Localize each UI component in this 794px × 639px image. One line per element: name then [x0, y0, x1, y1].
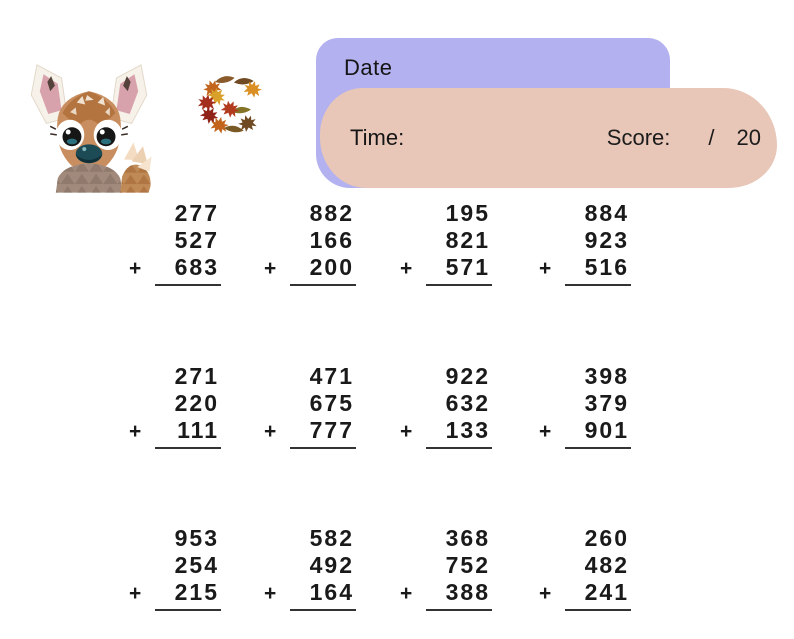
plus-operator: +: [264, 582, 279, 605]
answer-blank[interactable]: [565, 607, 631, 611]
answer-blank[interactable]: [290, 607, 356, 611]
plus-operator: +: [539, 420, 554, 443]
plus-operator: +: [539, 257, 554, 280]
addend: 166: [309, 227, 354, 253]
answer-blank[interactable]: [565, 445, 631, 449]
addition-problem-4: 884 923 +516: [523, 200, 631, 286]
autumn-leaf-letter-g: [196, 67, 269, 145]
addend: 111: [177, 417, 219, 443]
answer-blank[interactable]: [426, 445, 492, 449]
addition-problem-6: 471 675 +777: [248, 363, 356, 449]
answer-blank[interactable]: [155, 607, 221, 611]
addend: 632: [445, 390, 490, 416]
addition-problem-7: 922 632 +133: [384, 363, 492, 449]
plus-operator: +: [129, 582, 144, 605]
addend: 164: [309, 579, 354, 605]
plus-operator: +: [400, 582, 415, 605]
answer-blank[interactable]: [155, 445, 221, 449]
addend: 133: [445, 417, 490, 443]
addition-problem-5: 271 220 +111: [113, 363, 221, 449]
addition-problem-11: 368 752 +388: [384, 525, 492, 611]
addend: 368: [445, 525, 490, 551]
addition-problem-1: 277 527 +683: [113, 200, 221, 286]
plus-operator: +: [400, 420, 415, 443]
addend: 195: [445, 200, 490, 226]
time-score-panel: Time: Score: / 20: [320, 88, 777, 188]
plus-operator: +: [129, 257, 144, 280]
addend: 923: [584, 227, 629, 253]
answer-blank[interactable]: [426, 607, 492, 611]
addend: 241: [584, 579, 629, 605]
addend: 482: [584, 552, 629, 578]
addend: 777: [309, 417, 354, 443]
deer-mascot-illustration: [18, 33, 160, 196]
score-area: Score: / 20: [607, 125, 761, 151]
addend: 901: [584, 417, 629, 443]
time-label: Time:: [350, 125, 405, 150]
score-separator: /: [708, 125, 715, 150]
addend: 200: [309, 254, 354, 280]
addend: 582: [309, 525, 354, 551]
addend: 882: [309, 200, 354, 226]
answer-blank[interactable]: [426, 282, 492, 286]
addend: 492: [309, 552, 354, 578]
deer-icon: [30, 64, 152, 193]
addend: 953: [174, 525, 219, 551]
addition-problem-3: 195 821 +571: [384, 200, 492, 286]
answer-blank[interactable]: [290, 445, 356, 449]
score-total: 20: [736, 125, 761, 150]
addition-problem-12: 260 482 +241: [523, 525, 631, 611]
addend: 254: [174, 552, 219, 578]
addition-problem-10: 582 492 +164: [248, 525, 356, 611]
addend: 379: [584, 390, 629, 416]
addend: 271: [174, 363, 219, 389]
addend: 471: [309, 363, 354, 389]
addend: 884: [584, 200, 629, 226]
score-label: Score:: [606, 125, 671, 150]
plus-operator: +: [129, 420, 144, 443]
addend: 527: [174, 227, 219, 253]
addend: 675: [309, 390, 354, 416]
addition-problem-2: 882 166 +200: [248, 200, 356, 286]
plus-operator: +: [400, 257, 415, 280]
leaf-letter-icon: [196, 74, 264, 135]
addend: 388: [445, 579, 490, 605]
addend: 571: [445, 254, 490, 280]
addend: 398: [584, 363, 629, 389]
addend: 516: [584, 254, 629, 280]
addend: 752: [445, 552, 490, 578]
answer-blank[interactable]: [565, 282, 631, 286]
answer-blank[interactable]: [155, 282, 221, 286]
addition-problem-8: 398 379 +901: [523, 363, 631, 449]
addend: 215: [174, 579, 219, 605]
addend: 220: [174, 390, 219, 416]
addend: 821: [445, 227, 490, 253]
date-label: Date: [344, 55, 393, 80]
plus-operator: +: [264, 257, 279, 280]
addend: 260: [584, 525, 629, 551]
addend: 922: [445, 363, 490, 389]
answer-blank[interactable]: [290, 282, 356, 286]
plus-operator: +: [539, 582, 554, 605]
addition-problem-9: 953 254 +215: [113, 525, 221, 611]
addend: 277: [174, 200, 219, 226]
addend: 683: [174, 254, 219, 280]
plus-operator: +: [264, 420, 279, 443]
